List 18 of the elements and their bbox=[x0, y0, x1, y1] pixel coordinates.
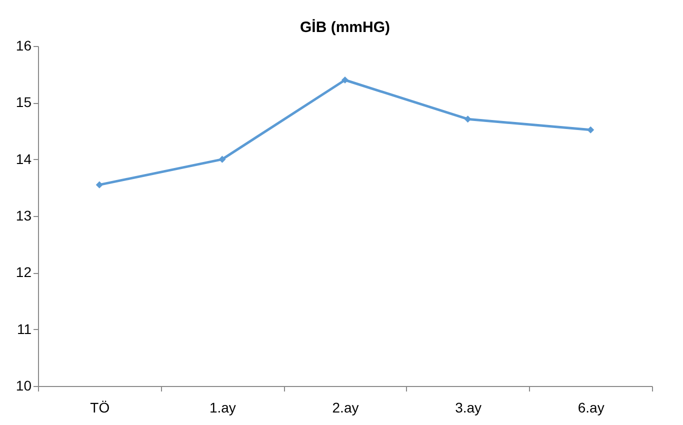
x-tick-label: 2.ay bbox=[332, 400, 359, 416]
x-tick-label: 3.ay bbox=[455, 400, 482, 416]
y-tick-label: 10 bbox=[16, 378, 32, 394]
point bbox=[96, 181, 103, 188]
y-tick-label: 16 bbox=[16, 38, 32, 54]
y-tick-label: 13 bbox=[16, 208, 32, 224]
y-tick-label: 12 bbox=[16, 264, 32, 280]
point bbox=[587, 126, 594, 134]
y-tick-label: 14 bbox=[16, 150, 32, 167]
point bbox=[341, 76, 349, 84]
y-tick-label: 11 bbox=[16, 320, 32, 337]
y-tick-label: 15 bbox=[16, 94, 32, 110]
x-tick-label: TÖ bbox=[90, 400, 110, 416]
chart-title: GİB (mmHG) bbox=[300, 19, 390, 36]
x-tick-label: 1.ay bbox=[209, 400, 236, 416]
x-tick-label: 6.ay bbox=[578, 400, 604, 416]
point bbox=[218, 156, 226, 163]
point bbox=[464, 116, 472, 123]
